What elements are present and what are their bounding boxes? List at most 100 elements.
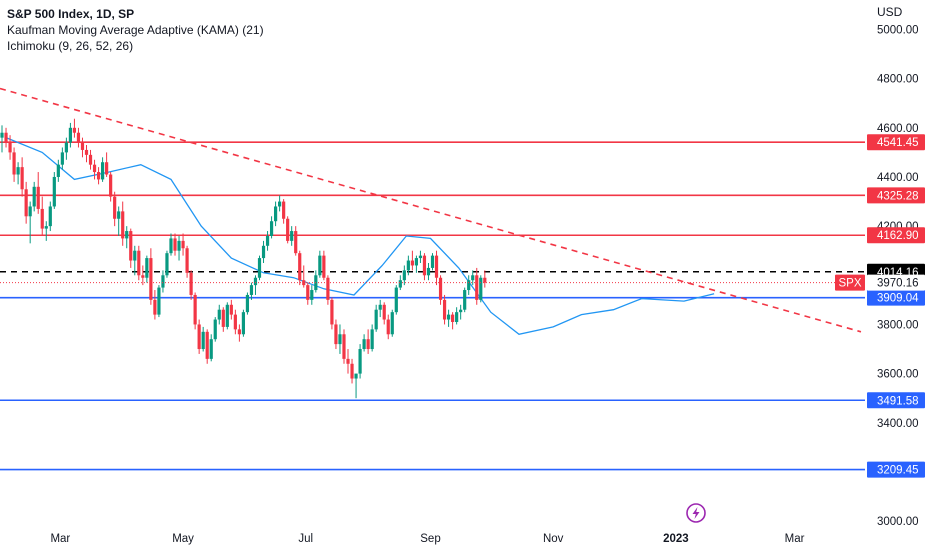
candle-body xyxy=(471,275,475,281)
candle-body xyxy=(261,245,266,259)
candle-body xyxy=(479,277,483,300)
candle-body xyxy=(88,154,93,165)
candle-body xyxy=(483,277,487,283)
candlestick-series xyxy=(0,118,487,399)
candle-body xyxy=(350,363,354,379)
candle-body xyxy=(410,260,414,266)
candle-body xyxy=(72,127,77,133)
candle-body xyxy=(455,312,459,322)
level-price-tag-text: 3209.45 xyxy=(877,465,919,477)
level-price-tag xyxy=(867,392,925,409)
candle-body xyxy=(121,211,125,239)
y-tick-label: 3400.00 xyxy=(877,418,919,430)
symbol-tag xyxy=(835,274,865,291)
candle-body xyxy=(48,206,52,227)
candle-body xyxy=(20,167,24,190)
candle-body xyxy=(374,309,378,330)
candle-body xyxy=(96,172,101,180)
level-price-tag-text: 4541.45 xyxy=(877,137,919,149)
candle-body xyxy=(197,324,201,350)
candle-body xyxy=(36,186,40,209)
currency-label[interactable]: USD xyxy=(877,5,903,19)
candle-body xyxy=(241,312,246,335)
candle-body xyxy=(278,201,282,207)
candle-body xyxy=(334,324,338,345)
candle-body xyxy=(382,304,386,320)
candle-body xyxy=(169,238,173,254)
time-axis[interactable]: Mar May Jul Sep Nov 2023 Mar xyxy=(50,533,804,545)
candle-body xyxy=(269,221,274,236)
candle-body xyxy=(273,206,278,222)
candle-body xyxy=(463,290,467,310)
level-price-tag xyxy=(867,461,925,478)
candle-body xyxy=(157,287,161,315)
candle-body xyxy=(318,255,322,276)
horizontal-levels xyxy=(0,141,865,471)
y-tick-label: 3800.00 xyxy=(877,319,919,331)
x-tick-label: Mar xyxy=(785,533,805,545)
candle-body xyxy=(60,152,64,165)
level-price-tag-text: 4325.28 xyxy=(877,190,919,202)
candle-body xyxy=(161,275,165,288)
candle-body xyxy=(117,211,121,219)
last-price-tag-text: 3970.16 xyxy=(877,278,919,290)
candle-body xyxy=(129,231,133,261)
y-tick-label: 5000.00 xyxy=(877,24,919,36)
candle-body xyxy=(402,270,406,281)
candle-body xyxy=(390,312,394,335)
candle-body xyxy=(213,319,217,340)
candle-body xyxy=(475,275,479,300)
candle-body xyxy=(28,206,32,217)
candle-body xyxy=(76,132,81,143)
candle-body xyxy=(32,186,36,207)
candle-body xyxy=(430,255,435,268)
price-axis-tags: 4541.454325.284162.904014.163909.043491.… xyxy=(835,134,925,478)
candle-body xyxy=(105,162,109,175)
symbol-title[interactable]: S&P 500 Index, 1D, SP xyxy=(7,7,135,21)
candle-body xyxy=(209,339,213,359)
candle-body xyxy=(342,334,346,359)
candle-body xyxy=(257,258,262,278)
candle-body xyxy=(52,176,56,207)
candle-body xyxy=(290,231,294,241)
candle-body xyxy=(245,294,250,313)
y-tick-label: 4600.00 xyxy=(877,123,919,135)
candle-body xyxy=(298,253,302,281)
candle-body xyxy=(451,314,455,322)
lightning-bolt-icon[interactable] xyxy=(686,503,706,523)
level-price-tag xyxy=(867,289,925,306)
candle-body xyxy=(56,164,60,177)
candle-body xyxy=(153,299,157,315)
candle-body xyxy=(165,253,169,276)
candle-body xyxy=(394,287,398,313)
y-tick-label: 3000.00 xyxy=(877,516,919,528)
kama-indicator-label[interactable]: Kaufman Moving Average Adaptive (KAMA) (… xyxy=(7,23,264,37)
level-price-tag-text: 4162.90 xyxy=(877,230,919,242)
candle-body xyxy=(370,329,374,350)
candle-body xyxy=(306,285,310,300)
candle-body xyxy=(125,231,129,239)
candle-body xyxy=(201,331,205,350)
candle-body xyxy=(44,226,48,229)
candle-body xyxy=(378,304,382,310)
ichimoku-indicator-label[interactable]: Ichimoku (9, 26, 52, 26) xyxy=(7,39,134,53)
candle-body xyxy=(354,373,358,379)
candle-body xyxy=(225,304,229,327)
x-tick-label: Sep xyxy=(420,533,440,545)
symbol-tag-text: SPX xyxy=(838,278,861,290)
candle-body xyxy=(326,277,330,300)
candle-body xyxy=(426,267,431,276)
y-tick-label: 3600.00 xyxy=(877,369,919,381)
candle-body xyxy=(68,127,73,143)
x-tick-label: Nov xyxy=(543,533,564,545)
candle-body xyxy=(92,164,97,173)
candle-body xyxy=(24,189,28,217)
last-price-tag xyxy=(867,274,925,291)
candle-body xyxy=(386,319,390,335)
level-price-tag-text: 3491.58 xyxy=(877,395,919,407)
y-tick-label: 4400.00 xyxy=(877,172,919,184)
candle-body xyxy=(422,255,427,276)
candle-body xyxy=(141,275,145,278)
